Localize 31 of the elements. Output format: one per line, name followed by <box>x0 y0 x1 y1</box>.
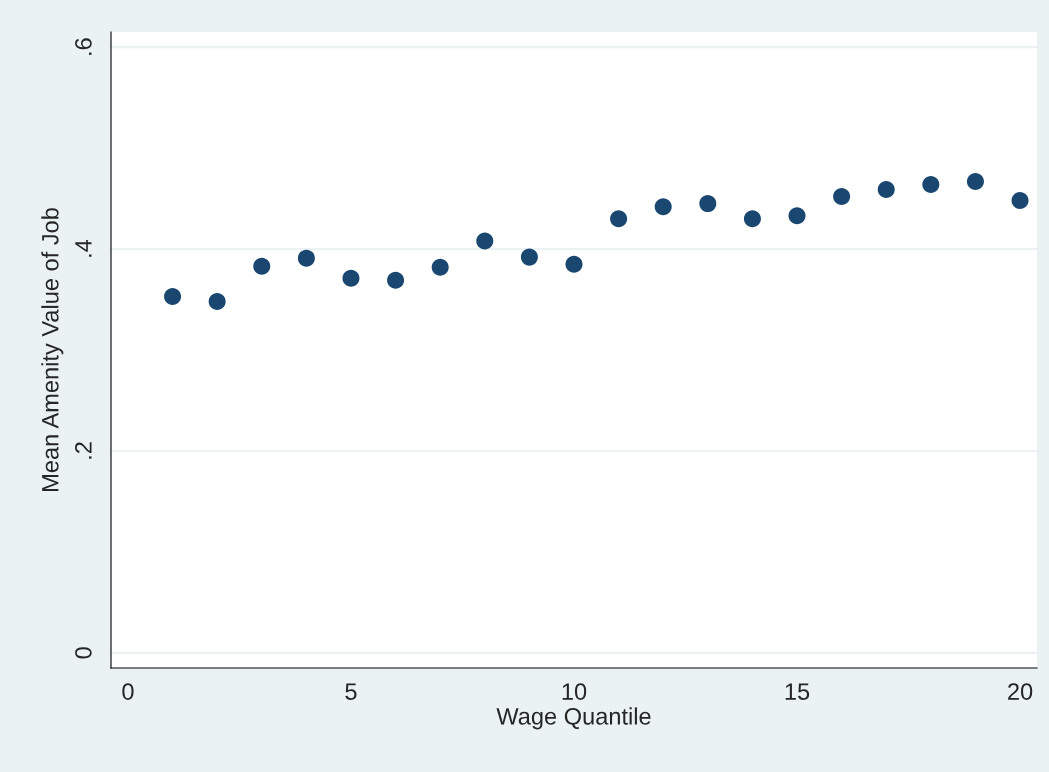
y-tick-label: .2 <box>75 442 92 459</box>
point <box>654 198 672 216</box>
point <box>520 248 538 266</box>
point <box>922 175 940 193</box>
point <box>1011 192 1029 210</box>
point <box>297 249 315 267</box>
point <box>610 210 628 228</box>
point <box>387 271 405 289</box>
point <box>699 195 717 213</box>
point <box>208 293 226 311</box>
point <box>833 188 851 206</box>
y-tick-label: .4 <box>75 239 92 257</box>
point <box>164 287 182 305</box>
x-axis-title: Wage Quantile <box>496 707 651 730</box>
point <box>476 232 494 250</box>
point <box>253 257 271 275</box>
y-axis-title: Mean Amenity Value of Job <box>41 208 64 491</box>
point <box>966 172 984 190</box>
x-tick-label: 15 <box>785 683 810 700</box>
y-tick-label: 0 <box>75 647 92 659</box>
point <box>431 258 449 276</box>
point <box>788 207 806 225</box>
x-tick-label: 20 <box>1008 683 1033 700</box>
x-tick-label: 5 <box>345 683 357 700</box>
point <box>342 269 360 287</box>
x-tick-label: 0 <box>122 683 134 700</box>
x-tick-label: 10 <box>562 683 587 700</box>
point <box>565 255 583 273</box>
point <box>877 180 895 198</box>
point <box>743 210 761 228</box>
y-tick-label: .6 <box>75 38 92 55</box>
